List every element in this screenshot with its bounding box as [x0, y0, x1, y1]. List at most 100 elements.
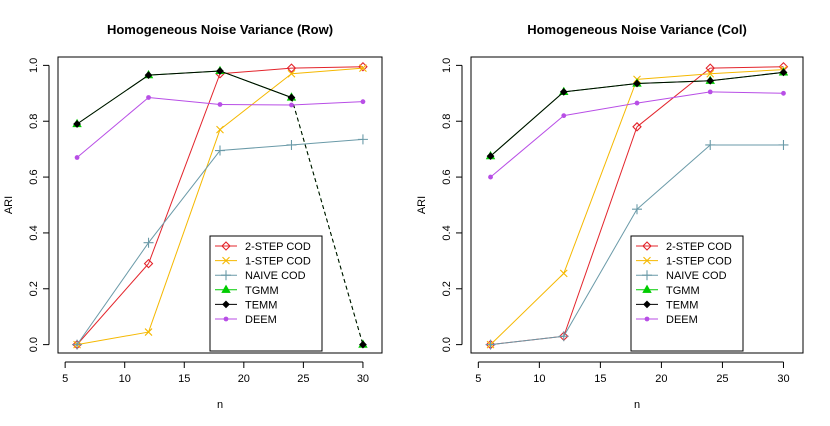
y-tick-label: 0.8 — [441, 114, 453, 129]
y-tick-label: 0.0 — [28, 337, 40, 352]
data-point — [72, 339, 83, 350]
y-tick-label: 1.0 — [28, 58, 40, 73]
data-point — [286, 63, 297, 73]
plot-panel-1: Homogeneous Noise Variance (Row) 5 10 15 20 2… — [3, 22, 383, 411]
data-point — [485, 339, 496, 350]
series-line-segment — [636, 80, 711, 85]
y-tick-label: 0.2 — [441, 281, 453, 296]
plot-area-border — [57, 56, 383, 354]
legend-marker — [642, 284, 652, 293]
series-line-segment — [636, 73, 711, 80]
legend-box — [630, 235, 744, 352]
series-3 — [485, 139, 789, 350]
legend-marker — [222, 300, 230, 309]
series-line-segment — [76, 97, 149, 158]
data-point — [217, 102, 223, 107]
data-point — [633, 79, 641, 88]
data-point — [706, 69, 715, 78]
data-point — [143, 258, 154, 269]
legend-marker — [223, 316, 229, 322]
data-point — [559, 269, 568, 278]
y-tick-label: 0.4 — [441, 225, 453, 240]
data-point — [286, 139, 297, 150]
legend-marker — [221, 241, 231, 251]
legend-marker — [643, 256, 651, 265]
data-point — [146, 95, 151, 100]
legend-label: NAIVE COD — [245, 270, 306, 282]
series-line-segment — [710, 91, 784, 94]
legend-label: TEMM — [245, 299, 277, 311]
series-line-segment — [291, 66, 363, 69]
chart-title: Homogeneous Noise Variance (Col) — [527, 22, 747, 37]
series-line-segment — [563, 79, 638, 274]
series-5 — [486, 68, 788, 160]
data-point — [144, 71, 153, 80]
data-point — [289, 102, 294, 108]
series-line-segment — [636, 91, 711, 104]
legend-label: 1-STEP COD — [666, 256, 732, 268]
data-point — [287, 69, 296, 78]
legend: 2-STEP COD 1-STEP COD NAIVE COD TGMM TEMM DEE… — [209, 235, 323, 352]
x-axis-label: n — [634, 399, 640, 411]
x-tick-label: 10 — [533, 373, 545, 385]
y-tick-label: 0.6 — [441, 169, 453, 184]
legend-label: TGMM — [666, 285, 700, 297]
legend-marker — [643, 300, 651, 309]
series-line-segment — [710, 71, 784, 82]
data-point — [778, 139, 789, 150]
series-line-segment — [76, 242, 149, 345]
data-point — [488, 174, 493, 180]
series-line-segment — [291, 138, 363, 146]
x-tick-label: 15 — [178, 373, 190, 385]
x-tick-label: 30 — [357, 373, 369, 385]
y-tick-label: 0.6 — [28, 169, 40, 184]
legend-box — [209, 235, 323, 352]
data-point — [143, 237, 154, 248]
x-tick-label: 25 — [297, 373, 309, 385]
legend-label: TEMM — [666, 299, 698, 311]
data-point — [707, 89, 713, 95]
series-line-segment — [148, 96, 221, 105]
x-tick-label: 5 — [62, 373, 68, 385]
series-line-segment — [490, 273, 565, 345]
series-line-segment — [148, 73, 221, 264]
series-line-segment — [76, 331, 149, 346]
series-6 — [74, 95, 366, 160]
series-line-segment — [490, 91, 565, 157]
x-tick-label: 10 — [119, 373, 131, 385]
legend-label: 1-STEP COD — [245, 256, 311, 268]
legend-label: DEEM — [245, 314, 277, 326]
data-point — [559, 88, 568, 96]
y-tick-label: 0.4 — [28, 225, 40, 240]
data-point — [359, 64, 367, 73]
legend-label: TGMM — [245, 285, 279, 297]
y-tick-label: 1.0 — [441, 58, 453, 73]
chart-title: Homogeneous Noise Variance (Row) — [107, 22, 333, 37]
x-tick-label: 20 — [655, 373, 667, 385]
series-6 — [488, 89, 786, 180]
y-axis-label: ARI — [416, 196, 428, 214]
y-axis-label: ARI — [3, 196, 15, 214]
series-line-segment — [563, 102, 638, 117]
y-tick-label: 0.8 — [28, 114, 40, 129]
data-point — [357, 134, 368, 145]
legend-label: 2-STEP COD — [666, 241, 732, 253]
data-point — [558, 331, 569, 342]
data-point — [781, 90, 786, 96]
data-point — [486, 152, 495, 160]
series-line-segment — [219, 67, 292, 75]
data-point — [215, 145, 225, 156]
x-axis-label: n — [217, 399, 223, 411]
plot-area-border — [470, 56, 804, 354]
data-point — [359, 340, 367, 349]
legend-marker — [221, 270, 231, 281]
series-3 — [72, 134, 368, 350]
data-point — [705, 139, 716, 150]
legend-marker — [642, 241, 652, 251]
data-point — [144, 328, 153, 336]
legend: 2-STEP COD 1-STEP COD NAIVE COD TGMM TEMM DEE… — [630, 235, 744, 352]
legend-marker — [644, 316, 650, 322]
series-line-segment — [290, 97, 364, 345]
